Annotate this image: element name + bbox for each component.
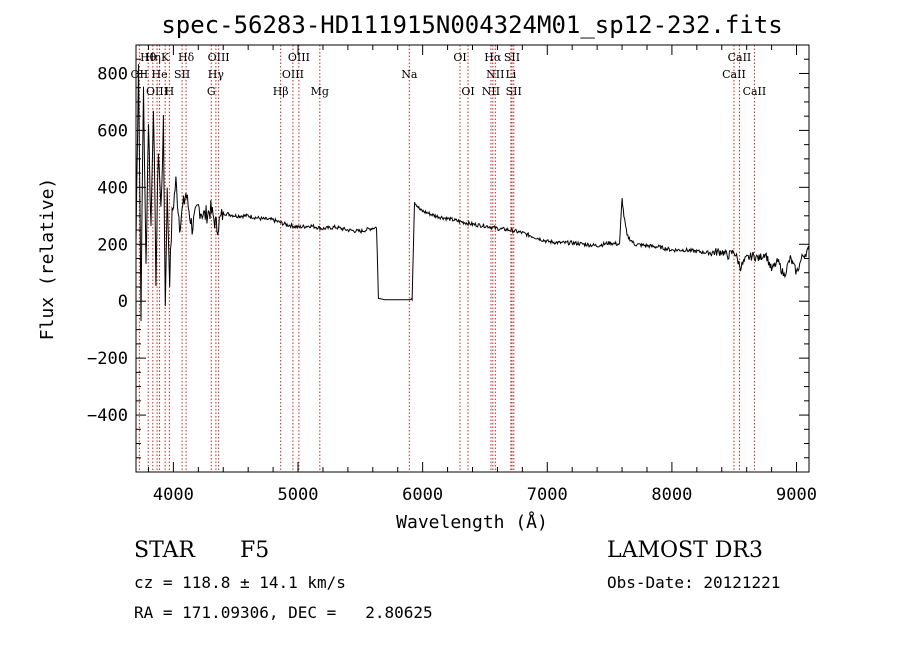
line-marker-label: OII bbox=[131, 68, 149, 81]
line-marker-label: OI bbox=[453, 51, 466, 64]
line-marker-label: K bbox=[161, 51, 170, 64]
line-marker-label: Hγ bbox=[208, 68, 225, 81]
line-marker-label: OIII bbox=[288, 51, 310, 64]
line-marker-label: SII bbox=[174, 68, 190, 81]
line-marker-label: OIII bbox=[282, 68, 304, 81]
line-marker-label: CaII bbox=[728, 51, 752, 64]
line-marker-label: NII bbox=[482, 85, 500, 98]
plot-frame bbox=[135, 44, 810, 473]
line-marker-label: Hη bbox=[145, 51, 161, 64]
line-marker-label: SII bbox=[504, 51, 520, 64]
line-marker-label: NII bbox=[486, 68, 504, 81]
line-marker-label: H bbox=[165, 85, 175, 98]
x-axis-tick-labels: 4000 5000 6000 7000 8000 9000 bbox=[153, 485, 817, 505]
x-axis-ticks bbox=[147, 45, 798, 472]
object-subclass: F5 bbox=[240, 538, 270, 563]
y-axis-tick-labels: −400 −200 0 200 400 600 800 bbox=[87, 64, 128, 426]
y-axis-label: Flux (relative) bbox=[37, 178, 58, 341]
x-tick-label: 9000 bbox=[776, 485, 817, 505]
y-tick-label: 200 bbox=[97, 235, 128, 255]
redshift-text: cz = 118.8 ± 14.1 km/s bbox=[134, 573, 346, 592]
y-tick-label: 0 bbox=[118, 292, 128, 312]
line-marker-label: Li bbox=[505, 68, 516, 81]
line-marker-group bbox=[138, 45, 755, 472]
line-marker-label: Na bbox=[401, 68, 418, 81]
obs-date-text: Obs-Date: 20121221 bbox=[607, 573, 781, 592]
object-class: STAR bbox=[134, 538, 195, 563]
x-tick-label: 8000 bbox=[651, 485, 692, 505]
line-marker-label: G bbox=[207, 85, 216, 98]
y-tick-label: 600 bbox=[97, 121, 128, 141]
line-marker-label: CaII bbox=[722, 68, 746, 81]
y-axis-ticks bbox=[136, 44, 809, 459]
y-tick-label: −400 bbox=[87, 406, 128, 426]
line-marker-label: SII bbox=[506, 85, 522, 98]
line-marker-label: CaII bbox=[743, 85, 767, 98]
line-marker-label: Hα bbox=[484, 51, 502, 64]
y-tick-label: 400 bbox=[97, 178, 128, 198]
x-tick-label: 6000 bbox=[402, 485, 443, 505]
x-tick-label: 5000 bbox=[278, 485, 319, 505]
line-marker-label: OIII bbox=[146, 85, 168, 98]
y-tick-label: −200 bbox=[87, 349, 128, 369]
line-marker-label: He bbox=[152, 68, 168, 81]
line-marker-label: Mg bbox=[311, 85, 329, 98]
line-marker-label: Hθ bbox=[140, 51, 157, 64]
line-marker-label: Hβ bbox=[273, 85, 289, 98]
x-tick-label: 7000 bbox=[527, 485, 568, 505]
line-marker-label: OI bbox=[461, 85, 474, 98]
y-tick-label: 800 bbox=[97, 64, 128, 84]
survey-label: LAMOST DR3 bbox=[607, 538, 763, 563]
x-axis-label: Wavelength (Å) bbox=[396, 511, 548, 533]
spectrum-line bbox=[135, 64, 810, 322]
line-marker-label: OIII bbox=[208, 51, 230, 64]
x-tick-label: 4000 bbox=[153, 485, 194, 505]
line-marker-label: Hδ bbox=[178, 51, 195, 64]
chart-title: spec-56283-HD111915N004324M01_sp12-232.f… bbox=[161, 11, 782, 39]
radec-text: RA = 171.09306, DEC = 2.80625 bbox=[134, 603, 433, 622]
